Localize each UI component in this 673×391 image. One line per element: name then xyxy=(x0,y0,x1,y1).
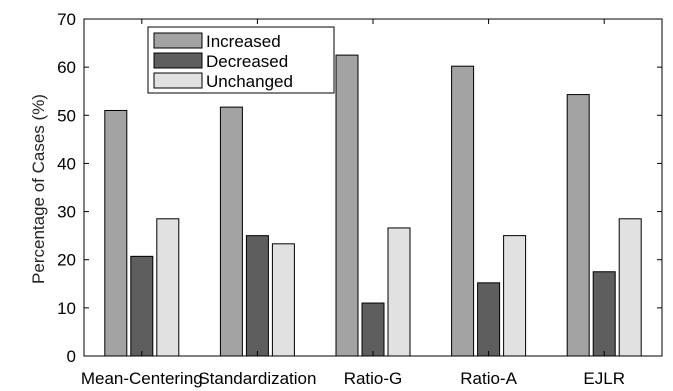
bar-mean-centering-decreased xyxy=(130,255,154,357)
x-tick-label-mean-centering: Mean-Centering xyxy=(81,369,203,388)
legend-label-unchanged: Unchanged xyxy=(206,72,293,91)
bar-ratio-g-unchanged xyxy=(387,227,411,357)
y-tick-label-30: 30 xyxy=(57,203,76,222)
bar-ratio-g-increased xyxy=(335,54,359,357)
legend-label-decreased: Decreased xyxy=(206,52,288,71)
bar-standardization-increased xyxy=(219,106,243,357)
y-tick-label-70: 70 xyxy=(57,10,76,29)
bar-ratio-a-increased xyxy=(451,65,475,357)
bar-ejlr-increased xyxy=(566,94,590,357)
legend-swatch-decreased xyxy=(153,52,203,69)
y-tick-label-0: 0 xyxy=(67,347,76,366)
bar-ratio-a-unchanged xyxy=(503,235,527,357)
legend-swatch-unchanged xyxy=(153,72,203,89)
bar-ejlr-decreased xyxy=(592,271,616,357)
y-tick-label-40: 40 xyxy=(57,154,76,173)
bar-ejlr-unchanged xyxy=(618,218,642,357)
x-tick-label-ratio-a: Ratio-A xyxy=(460,369,517,388)
bar-standardization-decreased xyxy=(245,235,269,357)
bar-standardization-unchanged xyxy=(271,243,295,357)
x-tick-label-ratio-g: Ratio-G xyxy=(344,369,403,388)
plot-area: 0 10 20 30 40 50 60 70 Mean-CenteringStandardiza… xyxy=(57,10,662,388)
bar-ratio-g-decreased xyxy=(361,302,385,357)
y-tick-label-50: 50 xyxy=(57,106,76,125)
bar-mean-centering-unchanged xyxy=(156,218,180,357)
bar-mean-centering-increased xyxy=(104,109,128,357)
y-tick-label-20: 20 xyxy=(57,251,76,270)
plot-frame xyxy=(83,18,663,357)
y-axis-label: Percentage of Cases (%) xyxy=(29,94,48,284)
bar-ratio-a-decreased xyxy=(477,282,501,357)
x-tick-label-standardization: Standardization xyxy=(198,369,316,388)
legend-swatch-increased xyxy=(153,32,203,49)
x-tick-label-ejlr: EJLR xyxy=(583,369,625,388)
y-tick-label-60: 60 xyxy=(57,58,76,77)
y-tick-label-10: 10 xyxy=(57,299,76,318)
legend-label-increased: Increased xyxy=(206,32,281,51)
